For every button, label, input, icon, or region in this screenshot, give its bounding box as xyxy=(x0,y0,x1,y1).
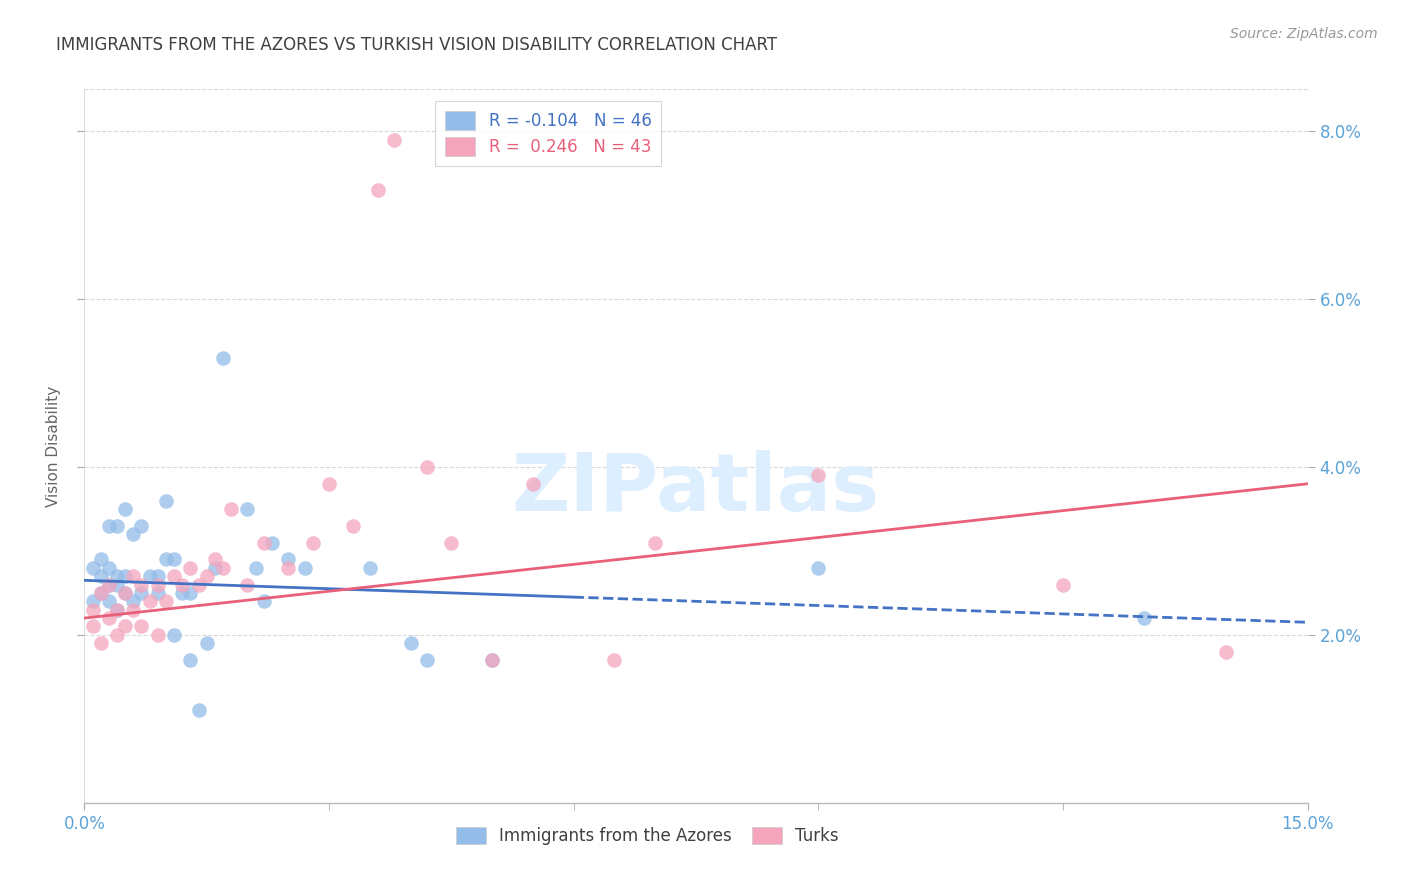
Point xyxy=(1133,611,1156,625)
Point xyxy=(146,628,169,642)
Point xyxy=(260,535,283,549)
Point xyxy=(187,703,209,717)
Point xyxy=(163,552,186,566)
Point xyxy=(187,577,209,591)
Point xyxy=(416,460,439,475)
Point xyxy=(172,577,194,591)
Point xyxy=(179,653,201,667)
Point xyxy=(105,518,128,533)
Point xyxy=(318,476,340,491)
Point xyxy=(236,502,259,516)
Point xyxy=(90,552,112,566)
Point xyxy=(82,619,104,633)
Point xyxy=(122,527,145,541)
Point xyxy=(82,603,104,617)
Point xyxy=(131,586,153,600)
Point xyxy=(90,636,112,650)
Point xyxy=(82,560,104,574)
Point xyxy=(416,653,439,667)
Point xyxy=(236,577,259,591)
Point xyxy=(204,552,226,566)
Point xyxy=(212,351,235,365)
Point xyxy=(155,594,177,608)
Point xyxy=(97,577,120,591)
Legend: Immigrants from the Azores, Turks: Immigrants from the Azores, Turks xyxy=(449,820,845,852)
Point xyxy=(146,577,169,591)
Point xyxy=(131,518,153,533)
Point xyxy=(1052,577,1074,591)
Point xyxy=(807,468,830,483)
Text: ZIPatlas: ZIPatlas xyxy=(512,450,880,528)
Point xyxy=(179,560,201,574)
Point xyxy=(644,535,666,549)
Point xyxy=(97,518,120,533)
Point xyxy=(114,586,136,600)
Point xyxy=(253,594,276,608)
Point xyxy=(122,594,145,608)
Point xyxy=(138,569,160,583)
Point xyxy=(105,603,128,617)
Point xyxy=(195,636,218,650)
Point xyxy=(114,586,136,600)
Point xyxy=(114,619,136,633)
Point xyxy=(807,560,830,574)
Point xyxy=(105,628,128,642)
Point xyxy=(399,636,422,650)
Text: IMMIGRANTS FROM THE AZORES VS TURKISH VISION DISABILITY CORRELATION CHART: IMMIGRANTS FROM THE AZORES VS TURKISH VI… xyxy=(56,36,778,54)
Point xyxy=(90,586,112,600)
Point xyxy=(301,535,323,549)
Point xyxy=(172,586,194,600)
Point xyxy=(105,569,128,583)
Point xyxy=(97,594,120,608)
Point xyxy=(603,653,626,667)
Point xyxy=(131,619,153,633)
Point xyxy=(277,560,299,574)
Point xyxy=(367,183,389,197)
Point xyxy=(179,586,201,600)
Point xyxy=(146,569,169,583)
Point xyxy=(277,552,299,566)
Point xyxy=(212,560,235,574)
Point xyxy=(440,535,463,549)
Point xyxy=(245,560,267,574)
Point xyxy=(97,577,120,591)
Point xyxy=(105,577,128,591)
Point xyxy=(253,535,276,549)
Point xyxy=(122,603,145,617)
Point xyxy=(481,653,503,667)
Point xyxy=(90,586,112,600)
Point xyxy=(481,653,503,667)
Point xyxy=(219,502,242,516)
Point xyxy=(359,560,381,574)
Point xyxy=(138,594,160,608)
Point xyxy=(122,569,145,583)
Point xyxy=(382,132,405,146)
Point xyxy=(155,552,177,566)
Point xyxy=(204,560,226,574)
Point xyxy=(163,628,186,642)
Point xyxy=(82,594,104,608)
Point xyxy=(131,577,153,591)
Point xyxy=(114,502,136,516)
Point xyxy=(342,518,364,533)
Point xyxy=(146,586,169,600)
Point xyxy=(97,560,120,574)
Point xyxy=(163,569,186,583)
Point xyxy=(90,569,112,583)
Point xyxy=(114,569,136,583)
Point xyxy=(294,560,316,574)
Point xyxy=(105,603,128,617)
Point xyxy=(195,569,218,583)
Point xyxy=(522,476,544,491)
Y-axis label: Vision Disability: Vision Disability xyxy=(46,385,62,507)
Point xyxy=(97,611,120,625)
Point xyxy=(1215,645,1237,659)
Point xyxy=(155,493,177,508)
Text: Source: ZipAtlas.com: Source: ZipAtlas.com xyxy=(1230,27,1378,41)
